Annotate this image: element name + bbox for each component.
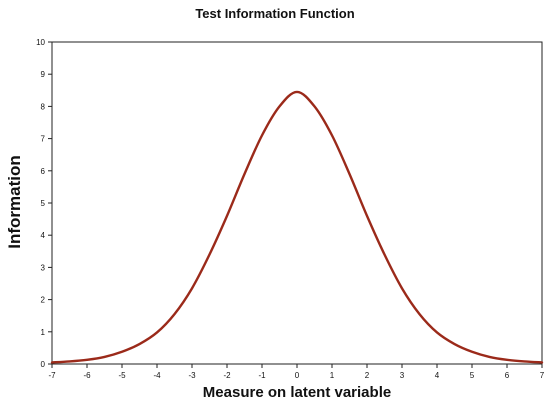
y-tick-label: 1 [41,328,46,337]
x-tick-label: 2 [365,371,370,380]
x-tick-label: -7 [48,371,56,380]
y-axis: 0 1 2 3 4 5 6 7 8 9 10 [36,38,52,369]
x-tick-label: 5 [470,371,475,380]
x-tick-label: 4 [435,371,440,380]
x-tick-label: 1 [330,371,335,380]
x-tick-label: -2 [223,371,231,380]
x-tick-label: -4 [153,371,161,380]
y-tick-label: 7 [41,135,46,144]
y-tick-label: 5 [41,199,46,208]
x-tick-label: -5 [118,371,126,380]
x-tick-label: 0 [295,371,300,380]
y-tick-label: 0 [41,360,46,369]
y-tick-label: 10 [36,38,45,47]
x-tick-label: 6 [505,371,510,380]
y-tick-label: 2 [41,296,46,305]
x-tick-label: 3 [400,371,405,380]
y-tick-label: 4 [41,231,46,240]
y-tick-label: 8 [41,102,46,111]
chart-title: Test Information Function [195,6,355,21]
y-tick-label: 9 [41,70,46,79]
x-tick-label: 7 [540,371,545,380]
y-tick-label: 6 [41,167,46,176]
y-tick-label: 3 [41,263,46,272]
x-tick-label: -3 [188,371,196,380]
plot-frame [51,41,543,365]
x-tick-label: -6 [83,371,91,380]
x-tick-label: -1 [258,371,266,380]
y-axis-label: Information [5,155,24,249]
information-curve [50,90,544,364]
x-axis: -7 -6 -5 -4 -3 -2 -1 0 1 2 3 4 5 6 7 [48,364,545,380]
x-axis-label: Measure on latent variable [202,384,392,401]
